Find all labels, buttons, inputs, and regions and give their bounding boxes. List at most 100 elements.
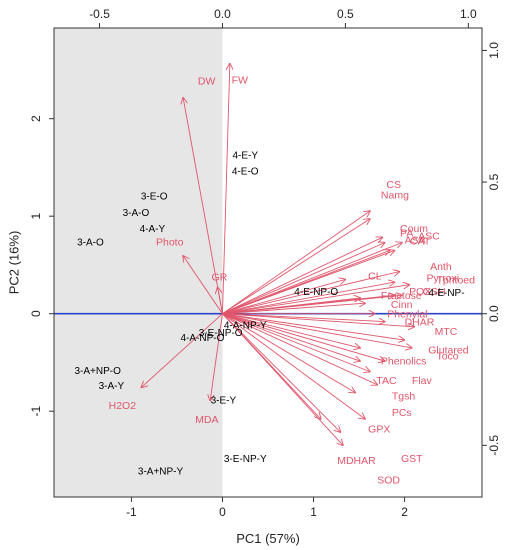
loading-arrow-flav [222, 313, 384, 361]
x-tick-label: 0 [219, 505, 226, 519]
variable-label-gr: GR [212, 272, 228, 284]
variable-label-fw: FW [232, 75, 248, 87]
loading-arrow-cs [222, 211, 370, 315]
observation-label-15: 3-A+NP-Y [138, 467, 184, 478]
loading-arrow-cinn [222, 303, 365, 315]
loading-arrow-glutared [222, 313, 404, 340]
variable-label-sod: SOD [377, 474, 400, 486]
observation-label-3: 3-A-O [123, 208, 150, 219]
top-tick-label: -0.5 [89, 7, 110, 21]
observation-label-10: 4-A-NP-O [180, 333, 224, 344]
observation-label-12: 3-A-Y [99, 381, 125, 392]
variable-label-tac: TAC [376, 375, 397, 387]
observation-label-7: 4-E-NP- [428, 288, 464, 299]
variable-label-tgsh: Tgsh [392, 390, 416, 402]
loading-arrow-fructose [222, 298, 360, 315]
observation-label-4: 4-A-Y [140, 224, 166, 235]
x-tick-label: 1 [310, 505, 317, 519]
variable-label-toco: Toco [436, 351, 458, 363]
variable-label-mda: MDA [195, 414, 218, 426]
variable-label-pox: POX [409, 286, 431, 298]
variable-label-namg: Namg [381, 190, 409, 202]
loading-arrow-fw [222, 64, 229, 314]
y-tick-label: 0 [29, 310, 43, 317]
x-axis-label: PC1 (57%) [236, 531, 300, 546]
variable-label-glutared: Glutared [428, 345, 468, 357]
loading-arrow-asa [222, 251, 389, 315]
loading-arrow-mtc [222, 313, 414, 327]
variable-label-flav: Flav [412, 375, 433, 387]
variable-label-asc: ASC [418, 231, 440, 243]
variable-label-mtc: MTC [435, 326, 458, 338]
observation-labels: 4-E-Y 4-E-O 3-E-O 3-A-O 4-A-Y 3-A-O 4-E-NP-O 4-… [75, 151, 465, 478]
observation-label-9: 3-E-NP-O [199, 328, 243, 339]
observation-label-11: 3-A+NP-O [75, 366, 122, 377]
negative-pc1-shaded-region [54, 28, 223, 497]
loading-arrow-anth [222, 272, 399, 315]
plot-frame [53, 27, 483, 498]
loading-arrow-dhar [222, 313, 384, 322]
loading-arrow-tphtoed [222, 285, 409, 315]
x-tick-label: -1 [126, 505, 137, 519]
loading-arrow-dw [183, 98, 223, 314]
right-tick-label: 0.5 [487, 173, 501, 190]
variable-label-phenylal: Phenylal [387, 309, 427, 321]
observation-label-8: 4-A-NP-Y [224, 320, 267, 331]
loading-arrow-gpx [222, 313, 355, 393]
variable-label-gpx: GPX [368, 424, 390, 436]
observation-label-6: 4-E-NP-O [294, 287, 338, 298]
axes: -1 0 1 2 -1 0 1 2 -0.5 0.0 0.5 1.0 -0.5 0.0 0.5 1.0 [29, 7, 501, 519]
loading-arrow-h2o2 [141, 313, 223, 388]
x-tick-label: 2 [401, 505, 408, 519]
variable-label-cl: CL [368, 271, 382, 283]
loading-arrow-pa [222, 243, 384, 315]
variable-label-fructose: Fructose [381, 290, 422, 302]
variable-label-dw: DW [198, 76, 216, 88]
loading-arrows [141, 64, 414, 446]
loading-arrow-pcs [222, 313, 377, 385]
variable-label-asa: ASA [405, 234, 426, 246]
y-tick-label: 2 [29, 115, 43, 122]
loading-arrow-pyrroxi [222, 282, 394, 315]
loading-arrow-gr [218, 287, 223, 314]
observation-label-5: 3-A-O [77, 237, 104, 248]
variable-label-pa: PA [400, 228, 413, 240]
variable-label-gsh: GSH [423, 286, 446, 298]
loading-arrow-unlabeled-35 [222, 313, 320, 419]
loading-arrow-tgsh [222, 313, 370, 372]
variable-label-coum: Coum [400, 223, 428, 235]
loading-arrow-mda [210, 313, 223, 401]
observation-label-13: 3-E-Y [211, 395, 237, 406]
variable-label-pcs: PCs [392, 407, 412, 419]
loading-arrow-namg [222, 219, 370, 315]
variable-label-h2o2: H2O2 [109, 400, 137, 412]
variable-label-tphtoed: Tphtoed [436, 274, 475, 286]
loading-arrow-coum [222, 237, 382, 315]
variable-label-dhar: DHAR [405, 316, 435, 328]
observation-label-14: 3-E-NP-Y [224, 454, 267, 465]
variable-label-mdhar: MDHAR [337, 455, 376, 467]
y-axis-label: PC2 (16%) [7, 231, 22, 295]
variable-label-gst: GST [401, 453, 423, 465]
observation-label-1: 4-E-O [232, 166, 259, 177]
loading-arrow-toco [222, 313, 411, 348]
variable-label-cat: CAT [410, 235, 431, 247]
right-tick-label: 1.0 [487, 42, 501, 59]
top-tick-label: 0.5 [337, 7, 354, 21]
right-tick-label: -0.5 [487, 435, 501, 456]
top-tick-label: 1.0 [460, 7, 477, 21]
loading-arrow-cl [222, 279, 345, 315]
loading-arrow-gst [222, 313, 365, 419]
loading-arrow-asc [222, 243, 401, 315]
top-tick-label: 0.0 [214, 7, 231, 21]
loading-arrow-phenolics [222, 313, 360, 348]
variable-label-anth: Anth [430, 261, 452, 273]
variable-label-cinn: Cinn [391, 299, 413, 311]
loading-arrow-tac [222, 313, 360, 361]
y-tick-label: 1 [29, 213, 43, 220]
observation-label-2: 3-E-O [141, 192, 168, 203]
variable-label-photo: Photo [156, 236, 184, 248]
observation-label-0: 4-E-Y [232, 151, 258, 162]
